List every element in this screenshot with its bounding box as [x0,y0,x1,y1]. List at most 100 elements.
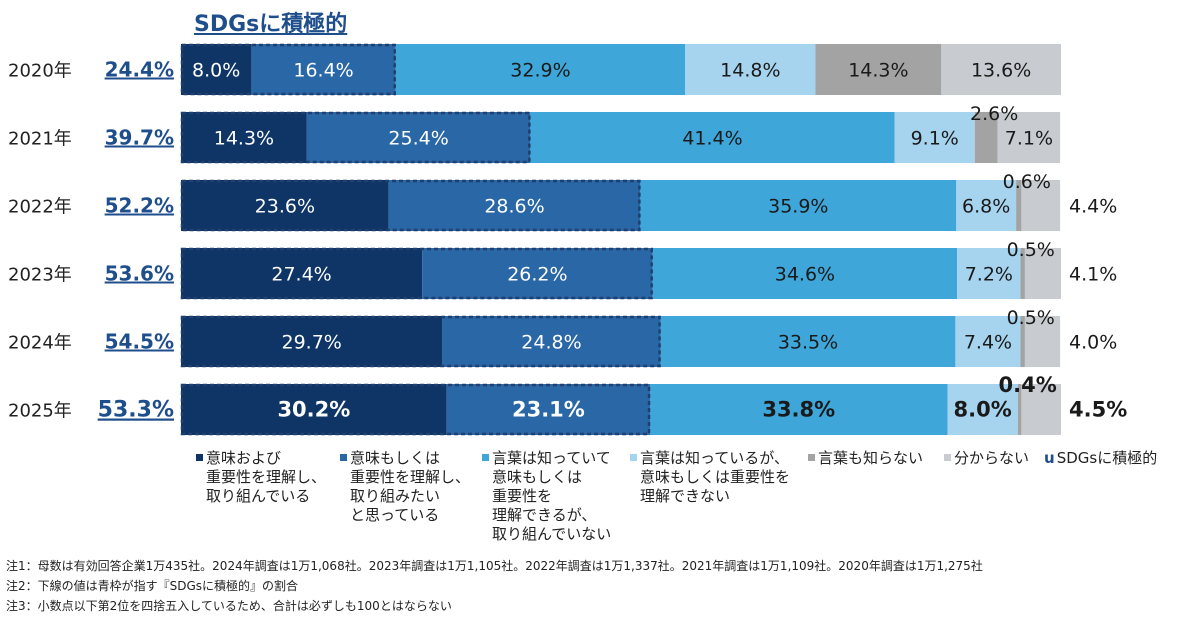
legend-swatch [196,454,203,461]
data-label: 33.5% [778,332,838,354]
bar-segment [1024,316,1061,367]
data-label: 4.0% [1069,332,1117,354]
bar-segment [181,180,389,231]
legend-label: 言葉は知っているが、 意味もしくは重要性を 理解できない [640,449,791,505]
bar-segment [181,316,443,367]
positive-total-label: 54.5% [105,330,174,354]
bar-segment [1024,248,1061,299]
legend-swatch [808,454,815,461]
data-label: 23.1% [512,398,585,422]
bar-segment [306,112,531,163]
data-label: 14.3% [848,60,908,82]
highlight-frame [180,247,653,300]
year-label: 2020年 [8,61,72,82]
footnote-1: 注1：母数は有効回答企業1万435社。2024年調査は1万1,068社。2023… [6,559,983,573]
legend-item-series-6: 分からない [944,449,1029,468]
data-label: 14.3% [214,128,274,150]
data-label: 25.4% [388,128,448,150]
legend-item-series-1: 意味および 重要性を理解し、 取り組んでいる [196,449,326,506]
bar-segment [395,44,686,95]
bar-segment [388,180,641,231]
bar-segment [660,316,956,367]
bar-segment [181,248,423,299]
legend-label: 意味もしくは 重要性を理解し、 取り組みたい と思っている [350,449,471,524]
data-label: 27.4% [271,264,331,286]
highlight-frame [180,43,396,96]
data-label: 0.5% [1007,239,1055,261]
bar-segment [1020,316,1025,367]
bar-segment [181,384,447,435]
data-label: 23.6% [255,196,315,218]
bar-segment [957,248,1021,299]
legend-label: SDGsに積極的 [1056,449,1158,467]
legend-item-series-3: 言葉は知っていて 意味もしくは 重要性を 理解できるが、 取り組んでいない [482,449,611,544]
bar-segment [1021,180,1061,231]
data-label: 33.8% [762,398,835,422]
data-label: 41.4% [682,128,742,150]
bar-segment [181,112,307,163]
bar-segment [650,384,948,435]
data-label: 24.8% [521,332,581,354]
year-label: 2025年 [8,401,72,422]
bar-segment [941,44,1061,95]
bar-segment [1020,248,1025,299]
positive-total-label: 53.6% [105,262,174,286]
positive-total-label: 24.4% [105,58,174,82]
data-label: 26.2% [507,264,567,286]
data-label: 4.4% [1069,196,1117,218]
bar-segment [1016,180,1022,231]
legend-label: 意味および 重要性を理解し、 取り組んでいる [206,449,327,505]
bar-segment [640,180,957,231]
data-label: 7.4% [964,332,1012,354]
data-label: 7.1% [1005,128,1053,150]
legend-swatch [340,454,347,461]
bar-segment [422,248,653,299]
bar-segment [181,44,252,95]
legend-item-series-4: 言葉は知っているが、 意味もしくは重要性を 理解できない [630,449,790,506]
data-label: 4.1% [1069,264,1117,286]
bar-segment [894,112,975,163]
bar-segment [955,316,1021,367]
bar-segment [997,112,1061,163]
year-label: 2024年 [8,333,72,354]
bar-segment [530,112,895,163]
data-label: 16.4% [293,60,353,82]
data-label: 14.8% [720,60,780,82]
data-label: 30.2% [277,398,350,422]
data-label: 13.6% [971,60,1031,82]
bar-segment [1017,384,1022,435]
year-label: 2021年 [8,129,72,150]
data-label: 4.5% [1069,398,1127,422]
legend-item-highlight: u SDGsに積極的 [1044,449,1157,468]
legend-swatch [944,454,951,461]
bar-segment [1021,384,1061,435]
highlight-frame [180,111,531,164]
legend-swatch [482,454,489,461]
bar-segment [947,384,1018,435]
data-label: 2.6% [970,103,1018,125]
legend-label: 言葉も知らない [818,449,924,467]
highlight-frame [180,179,641,232]
data-label: 7.2% [965,264,1013,286]
data-label: 6.8% [962,196,1010,218]
bar-segment [815,44,942,95]
year-label: 2023年 [8,265,72,286]
bar-segment [974,112,998,163]
bar-segment [446,384,651,435]
bar-segment [251,44,396,95]
positive-total-label: 52.2% [105,194,174,218]
data-label: 9.1% [911,128,959,150]
data-label: 0.6% [1003,171,1051,193]
positive-total-label: 39.7% [105,126,174,150]
legend-label: 分からない [954,449,1030,467]
data-label: 34.6% [775,264,835,286]
highlight-frame [180,383,651,436]
legend-item-series-2: 意味もしくは 重要性を理解し、 取り組みたい と思っている [340,449,470,525]
data-label: 29.7% [282,332,342,354]
data-label: 8.0% [954,398,1012,422]
bar-segment [652,248,958,299]
data-label: 32.9% [510,60,570,82]
data-label: 0.4% [999,373,1057,397]
footnotes: 注1：母数は有効回答企業1万435社。2024年調査は1万1,068社。2023… [6,556,983,616]
